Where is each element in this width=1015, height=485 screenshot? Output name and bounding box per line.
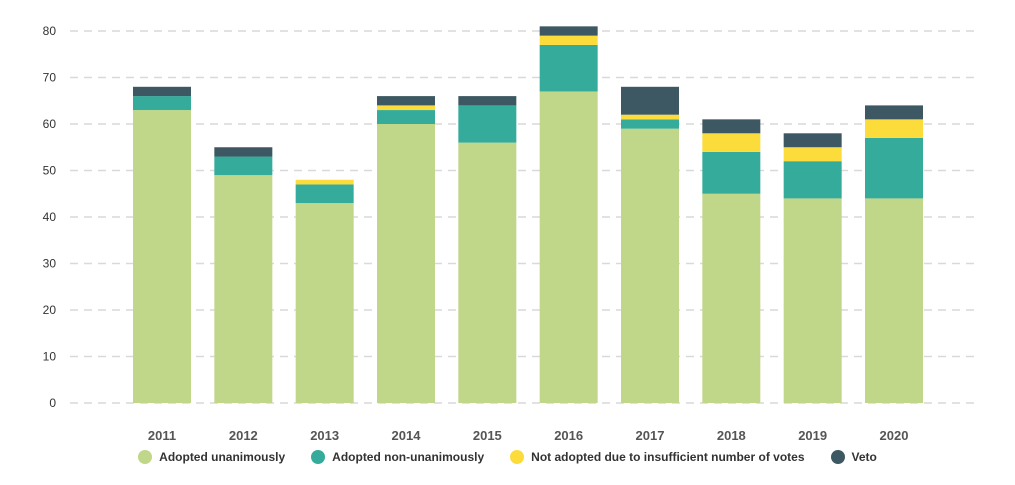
bar-segment <box>865 119 923 138</box>
bar-segment <box>783 161 842 199</box>
x-tick-label: 2013 <box>310 428 339 443</box>
bar-segment <box>377 110 435 124</box>
legend-swatch <box>830 450 845 464</box>
bar-segment <box>214 156 273 176</box>
legend: Adopted unanimously Adopted non-unanimous… <box>0 447 1015 467</box>
legend-label: Adopted non-unanimously <box>332 450 485 464</box>
x-tick-label: 2014 <box>392 428 422 443</box>
bar-segment <box>295 184 354 204</box>
bar-segment <box>621 119 679 129</box>
y-tick-label: 50 <box>43 164 57 178</box>
bar-segment <box>377 96 435 106</box>
bar-segment <box>377 124 435 403</box>
bar-segment <box>377 105 435 111</box>
bar-segment <box>783 198 842 403</box>
y-tick-label: 30 <box>43 257 57 271</box>
bar-segment <box>702 119 761 134</box>
bar-segment <box>214 147 273 157</box>
bar-segment <box>702 151 761 194</box>
bar-segment <box>133 96 191 111</box>
y-tick-label: 40 <box>43 210 57 224</box>
legend-swatch <box>510 450 525 464</box>
bar-segment <box>539 44 598 92</box>
x-tick-label: 2017 <box>636 428 665 443</box>
bar-segment <box>295 179 354 185</box>
bar-segment <box>133 110 191 404</box>
bar-segment <box>783 147 842 162</box>
bar-segment <box>214 175 273 403</box>
legend-item: Adopted unanimously <box>138 450 285 464</box>
legend-label: Veto <box>851 450 877 464</box>
y-tick-label: 60 <box>43 117 57 131</box>
legend-swatch <box>138 450 153 464</box>
y-tick-label: 20 <box>43 303 57 317</box>
bar-segment <box>783 133 842 148</box>
x-tick-label: 2020 <box>880 428 909 443</box>
bar-segment <box>458 96 517 106</box>
bar-segment <box>133 86 191 97</box>
x-tick-label: 2015 <box>473 428 502 443</box>
bar-segment <box>539 26 598 36</box>
bar-segment <box>295 203 354 403</box>
x-tick-label: 2019 <box>798 428 827 443</box>
bar-segment <box>621 128 679 403</box>
bar-segment <box>621 114 679 120</box>
bar-segment <box>702 133 761 152</box>
x-tick-label: 2012 <box>229 428 258 443</box>
bar-segment <box>539 35 598 45</box>
x-axis-ticks: 2011 2012 2013 2014 2015 2016 2017 2018 2019 2020 <box>148 428 909 443</box>
bar-segment <box>458 105 517 143</box>
x-tick-label: 2018 <box>717 428 746 443</box>
bar-segment <box>621 86 679 115</box>
x-tick-label: 2016 <box>554 428 583 443</box>
legend-item: Adopted non-unanimously <box>311 450 484 464</box>
bar-segment <box>865 198 923 403</box>
y-tick-label: 10 <box>43 350 57 364</box>
bar-segment <box>539 91 598 403</box>
y-tick-label: 70 <box>43 71 57 85</box>
gridlines <box>70 30 975 404</box>
bar-segment <box>865 137 923 199</box>
legend-swatch <box>311 450 326 464</box>
y-tick-label: 80 <box>43 24 57 38</box>
legend-label: Not adopted due to insufficient number o… <box>531 450 805 464</box>
legend-item: Veto <box>830 450 877 464</box>
x-tick-label: 2011 <box>148 428 176 443</box>
bar-segment <box>865 105 923 120</box>
bars <box>133 26 923 404</box>
y-tick-label: 0 <box>49 396 56 410</box>
y-axis-ticks: 0 10 20 30 40 50 60 70 80 <box>43 24 57 410</box>
legend-label: Adopted unanimously <box>159 450 286 464</box>
bar-segment <box>702 193 761 403</box>
legend-item: Not adopted due to insufficient number o… <box>510 450 805 464</box>
bar-segment <box>458 142 517 403</box>
